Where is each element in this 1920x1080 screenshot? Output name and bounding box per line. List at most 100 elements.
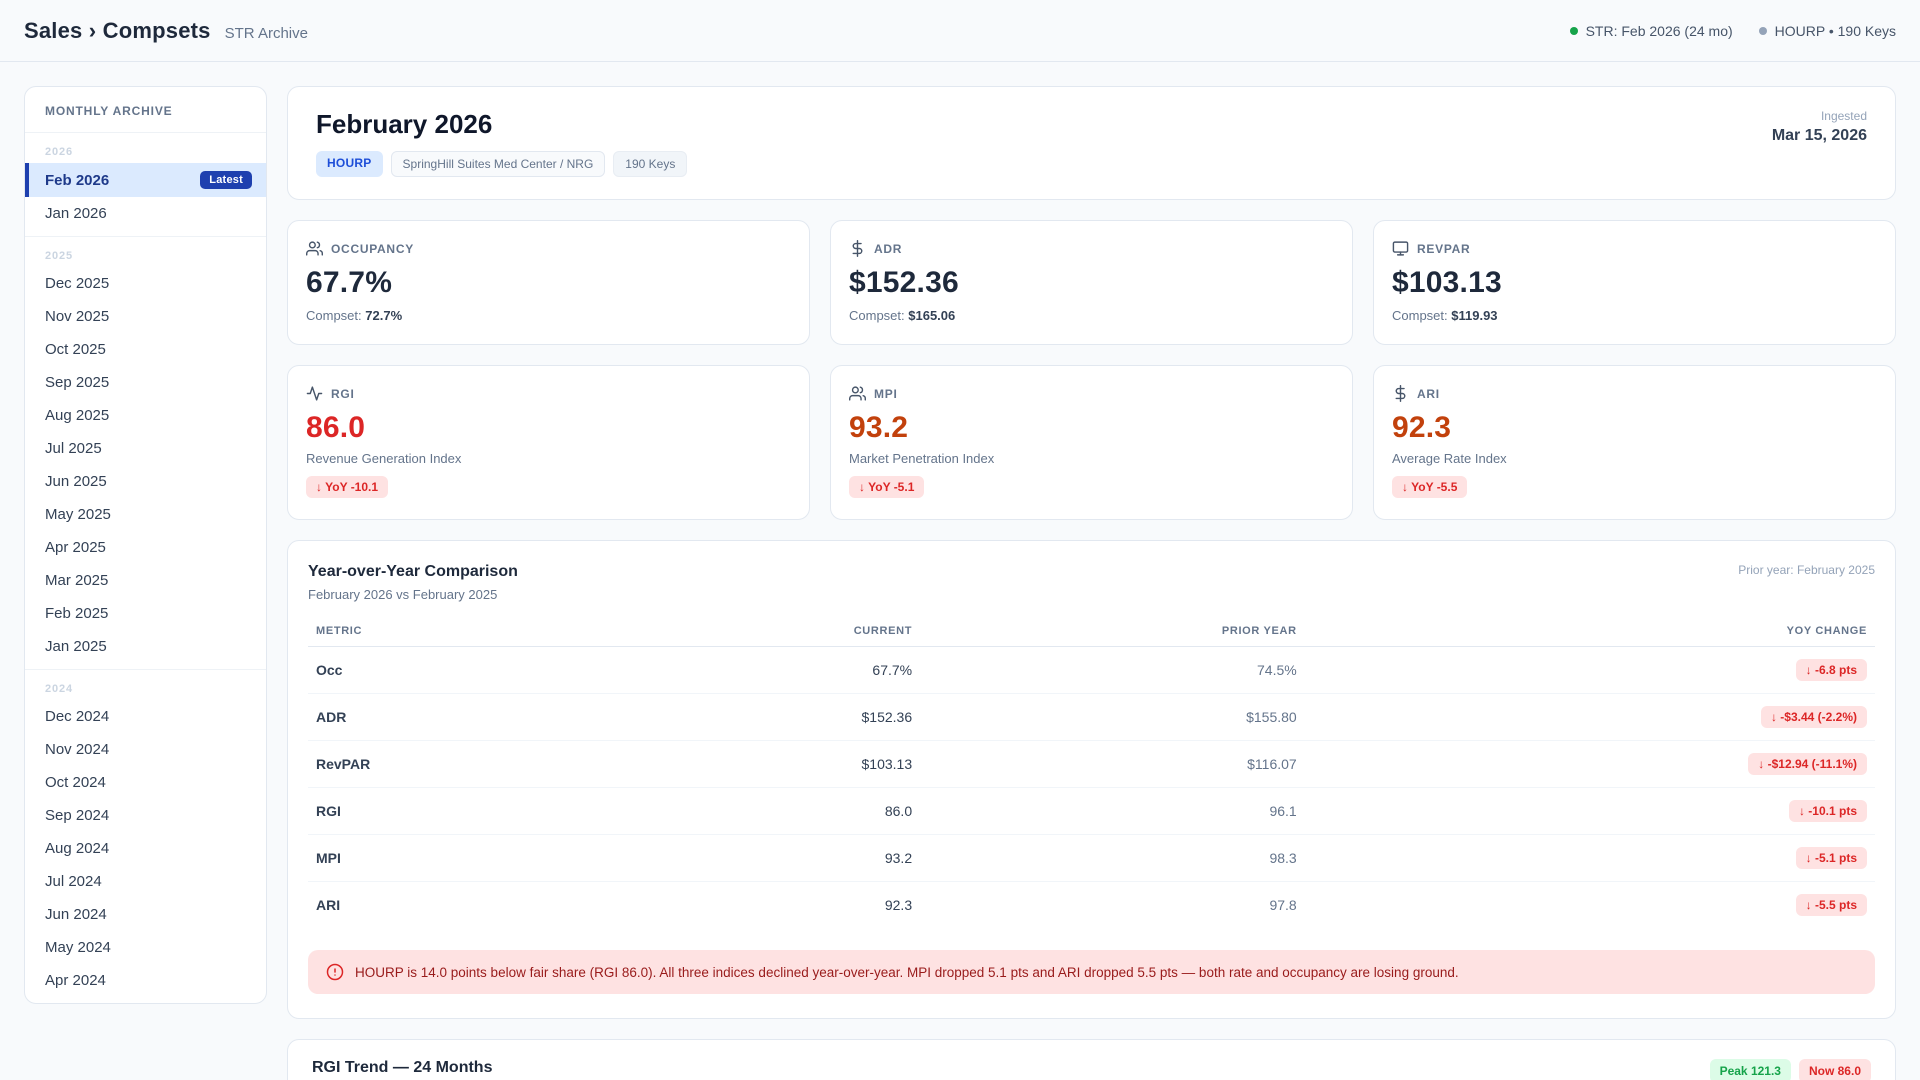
latest-badge: Latest xyxy=(200,171,252,189)
sidebar-item-dec-2024[interactable]: Dec 2024 xyxy=(25,700,266,733)
sidebar-item-aug-2024[interactable]: Aug 2024 xyxy=(25,832,266,865)
sidebar-item-feb-2026[interactable]: Feb 2026 Latest xyxy=(25,163,266,197)
month-overview-card: February 2026 HOURP SpringHill Suites Me… xyxy=(287,86,1896,200)
sidebar-item-oct-2025[interactable]: Oct 2025 xyxy=(25,333,266,366)
yoy-badge-text: YoY -5.1 xyxy=(868,480,915,494)
kpi-description: Market Penetration Index xyxy=(849,451,995,466)
trend-badges: Peak 121.3 Now 86.0 xyxy=(1709,1059,1871,1080)
change-badge: ↓ -5.1 pts xyxy=(1795,847,1867,869)
sidebar-item-mar-2025[interactable]: Mar 2025 xyxy=(25,564,266,597)
kpi-card-mpi: MPI 93.2 Market Penetration Index ↓ YoY … xyxy=(830,365,1353,520)
rgi-trend-card: RGI Trend — 24 Months Revenue Generation… xyxy=(287,1039,1896,1080)
metric-cell: MPI xyxy=(308,834,606,882)
sidebar-item-apr-2024[interactable]: Apr 2024 xyxy=(25,964,266,997)
kpi-card-revpar: REVPAR $103.13 Compset: $119.93 xyxy=(1373,220,1896,345)
metric-cell: Occ xyxy=(308,646,606,694)
sidebar-item-label: May 2025 xyxy=(45,506,111,523)
monitor-icon xyxy=(1392,241,1409,256)
ingested-label: Ingested xyxy=(1820,109,1867,123)
kpi-label: ARI xyxy=(1417,386,1440,401)
metric-cell: ARI xyxy=(316,897,341,913)
sidebar-item-apr-2025[interactable]: Apr 2025 xyxy=(25,531,266,564)
yoy-badge-text: YoY -10.1 xyxy=(325,480,379,494)
kpi-compset: Compset: 72.7% xyxy=(306,308,791,323)
kpi-card-rgi: RGI 86.0 Revenue Generation Index ↓ YoY … xyxy=(287,365,810,520)
sidebar-section-2026: 2026 Feb 2026 Latest Jan 2026 xyxy=(25,133,266,236)
change-badge: ↓ -$12.94 (-11.1%) xyxy=(1748,753,1867,775)
sidebar-item-dec-2025[interactable]: Dec 2025 xyxy=(25,267,266,300)
dollar-icon xyxy=(1395,385,1406,402)
col-metric: METRIC xyxy=(308,616,606,647)
table-header-row: METRIC CURRENT PRIOR YEAR YOY CHANGE xyxy=(308,616,1875,647)
yoy-badge: ↓ YoY -5.5 xyxy=(1392,476,1468,498)
sidebar-item-label: Nov 2025 xyxy=(45,308,110,325)
change-cell: ↓ -5.1 pts xyxy=(1304,834,1875,882)
table-row: ARI 92.3 97.8 ↓ -5.5 pts xyxy=(308,882,1875,929)
change-badge: ↓ -6.8 pts xyxy=(1795,659,1867,681)
green-dot-icon xyxy=(1569,26,1578,35)
sidebar-item-label: Apr 2024 xyxy=(45,972,106,989)
sidebar-item-sep-2024[interactable]: Sep 2024 xyxy=(25,799,266,832)
sidebar-item-jul-2024[interactable]: Jul 2024 xyxy=(25,865,266,898)
prior-year-note: Prior year: February 2025 xyxy=(1738,563,1875,577)
prior-cell: 74.5% xyxy=(920,646,1305,694)
sidebar-item-label: Jun 2025 xyxy=(45,473,107,490)
sidebar-item-label: Sep 2025 xyxy=(45,374,110,391)
sidebar-item-feb-2025[interactable]: Feb 2025 xyxy=(25,597,266,630)
sidebar-section-2025: 2025 Dec 2025 Nov 2025 Oct 2025 Sep 2025 Aug … xyxy=(25,236,266,669)
metric-cell: ADR xyxy=(308,693,606,741)
sidebar-item-may-2025[interactable]: May 2025 xyxy=(25,498,266,531)
sidebar-item-label: Dec 2025 xyxy=(45,275,110,292)
table-row: MPI 93.2 98.3 ↓ -5.1 pts xyxy=(308,834,1875,882)
compset-label: Compset: xyxy=(1392,308,1448,323)
sidebar-item-jun-2024[interactable]: Jun 2024 xyxy=(25,898,266,931)
kpi-card-occupancy: OCCUPANCY 67.7% Compset: 72.7% xyxy=(287,220,810,345)
table-row: Occ 67.7% 74.5% ↓ -6.8 pts xyxy=(308,646,1875,694)
peak-badge: Peak 121.3 xyxy=(1709,1059,1791,1080)
sidebar-item-jan-2025[interactable]: Jan 2025 xyxy=(25,630,266,663)
yoy-title: Year-over-Year Comparison xyxy=(308,563,518,580)
prior-cell: 96.1 xyxy=(920,787,1305,835)
kpi-value: $103.13 xyxy=(1392,266,1502,299)
kpi-label: OCCUPANCY xyxy=(331,241,414,256)
sidebar-item-sep-2025[interactable]: Sep 2025 xyxy=(25,366,266,399)
sidebar-item-jan-2026[interactable]: Jan 2026 xyxy=(25,197,266,230)
sidebar-item-label: Jan 2026 xyxy=(45,205,107,222)
compset-label: Compset: xyxy=(849,308,905,323)
status-str-label: STR: Feb 2026 (24 mo) xyxy=(1585,22,1733,39)
status-property-label: HOURP • 190 Keys xyxy=(1774,22,1896,39)
kpi-compset: Compset: $165.06 xyxy=(849,308,1334,323)
sidebar-item-nov-2024[interactable]: Nov 2024 xyxy=(25,733,266,766)
sidebar-section-2024: 2024 Dec 2024 Nov 2024 Oct 2024 Sep 2024 Aug … xyxy=(25,669,266,1003)
sidebar-title: MONTHLY ARCHIVE xyxy=(25,87,266,133)
sidebar-item-label: Dec 2024 xyxy=(45,708,110,725)
gray-dot-icon xyxy=(1758,26,1767,35)
keys-chip: 190 Keys xyxy=(613,151,688,177)
property-chips: HOURP SpringHill Suites Med Center / NRG… xyxy=(316,151,688,177)
users-icon xyxy=(849,386,866,401)
kpi-card-ari: ARI 92.3 Average Rate Index ↓ YoY -5.5 xyxy=(1373,365,1896,520)
sidebar-item-label: Mar 2025 xyxy=(45,572,109,589)
change-cell: ↓ -$12.94 (-11.1%) xyxy=(1304,740,1875,788)
metric-cell: RevPAR xyxy=(308,740,606,788)
breadcrumb: Sales › Compsets STR Archive xyxy=(24,18,308,44)
sidebar-item-nov-2025[interactable]: Nov 2025 xyxy=(25,300,266,333)
sidebar-item-may-2024[interactable]: May 2024 xyxy=(25,931,266,964)
kpi-row-primary: OCCUPANCY 67.7% Compset: 72.7% ADR $152.… xyxy=(287,220,1896,345)
status-property: HOURP • 190 Keys xyxy=(1758,22,1896,39)
pulse-icon xyxy=(306,386,323,401)
sidebar-item-aug-2025[interactable]: Aug 2025 xyxy=(25,399,266,432)
sidebar-item-jun-2025[interactable]: Jun 2025 xyxy=(25,465,266,498)
change-cell: ↓ -6.8 pts xyxy=(1304,646,1875,694)
trend-title: RGI Trend — 24 Months xyxy=(312,1059,493,1076)
sidebar-item-label: Jul 2024 xyxy=(45,873,102,890)
kpi-card-adr: ADR $152.36 Compset: $165.06 xyxy=(830,220,1353,345)
prior-cell: 98.3 xyxy=(920,834,1305,882)
sidebar-item-oct-2024[interactable]: Oct 2024 xyxy=(25,766,266,799)
kpi-label: RGI xyxy=(331,386,355,401)
status-str-period: STR: Feb 2026 (24 mo) xyxy=(1569,22,1733,39)
sidebar-item-label: Jul 2025 xyxy=(45,440,102,457)
change-cell: ↓ -$3.44 (-2.2%) xyxy=(1304,693,1875,741)
yoy-subtitle: February 2026 vs February 2025 xyxy=(308,587,498,602)
sidebar-item-jul-2025[interactable]: Jul 2025 xyxy=(25,432,266,465)
